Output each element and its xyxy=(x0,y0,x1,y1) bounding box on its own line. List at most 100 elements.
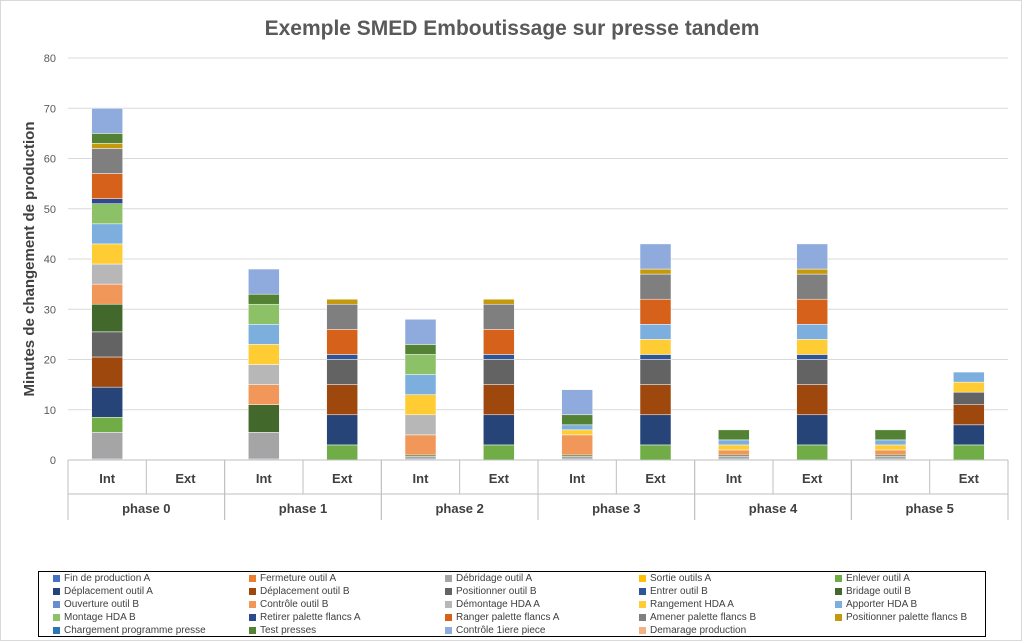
legend-label: Enlever outil A xyxy=(846,572,910,584)
legend-swatch xyxy=(639,613,646,621)
bar-segment xyxy=(404,456,437,460)
bar-segment xyxy=(248,324,280,345)
bar-segment xyxy=(639,384,672,416)
legend-swatch xyxy=(835,587,842,595)
legend-label: Chargement programme presse xyxy=(64,624,206,636)
bar-segment xyxy=(561,424,593,431)
bar-segment xyxy=(326,384,358,416)
bar-segment xyxy=(874,439,907,446)
bar-segment xyxy=(953,404,985,426)
legend-swatch xyxy=(835,574,842,582)
legend-label: Amener palette flancs B xyxy=(650,611,757,623)
bar-segment xyxy=(561,389,593,416)
legend-item: Déplacement outil A xyxy=(53,585,153,597)
bar-segment xyxy=(718,449,750,456)
x-subcategory-label: Int xyxy=(99,471,116,486)
legend-swatch xyxy=(249,600,256,608)
bar-segment xyxy=(91,283,123,305)
chart-title: Exemple SMED Emboutissage sur presse tan… xyxy=(265,17,760,40)
legend-swatch xyxy=(53,587,60,595)
bar-segment xyxy=(796,354,828,360)
x-group-label: phase 3 xyxy=(592,501,640,516)
y-tick-labels: 0 10 20 30 40 50 60 70 80 xyxy=(44,53,56,467)
bar-segment xyxy=(326,414,358,446)
bar-segment xyxy=(248,268,280,295)
x-subcategory-label: Ext xyxy=(959,471,980,486)
legend-label: Sortie outils A xyxy=(650,572,712,584)
bar-segment xyxy=(91,223,123,245)
bar-segment xyxy=(796,384,828,416)
legend-item: Positionner outil B xyxy=(445,585,537,597)
legend-swatch xyxy=(249,626,256,634)
legend-item: Montage HDA B xyxy=(53,611,136,623)
bar-segment xyxy=(91,203,123,225)
legend-item: Fermeture outil A xyxy=(249,572,336,584)
x-subcategory-label: Ext xyxy=(645,471,666,486)
bar-segment xyxy=(91,133,123,144)
bar-segment xyxy=(91,432,123,460)
x-subcategory-label: Int xyxy=(883,471,900,486)
bar-segment xyxy=(874,456,907,460)
legend-label: Test presses xyxy=(260,624,317,636)
bar-segment xyxy=(874,444,907,451)
bar-segment xyxy=(91,148,123,174)
bar-segment xyxy=(796,359,828,385)
bar-segment xyxy=(404,374,437,395)
bars xyxy=(91,108,985,461)
x-group-label: phase 2 xyxy=(435,501,483,516)
bar-segment xyxy=(953,371,985,383)
legend-label: Montage HDA B xyxy=(64,611,136,623)
legend-item: Positionner palette flancs B xyxy=(835,611,967,623)
bar-segment xyxy=(326,329,358,355)
bar-segment xyxy=(404,434,437,456)
legend-item: Ranger palette flancs A xyxy=(445,611,559,623)
x-subcategory-label: Ext xyxy=(489,471,510,486)
bar-segment xyxy=(326,444,358,461)
x-subcategory-label: Int xyxy=(726,471,743,486)
legend-label: Déplacement outil A xyxy=(64,585,153,597)
bar-segment xyxy=(91,143,123,149)
legend-item: Retirer palette flancs A xyxy=(249,611,361,623)
bar-segment xyxy=(639,339,672,355)
bar-segment xyxy=(639,324,672,340)
legend-label: Contrôle outil B xyxy=(260,598,329,610)
legend-item: Démontage HDA A xyxy=(445,598,540,610)
y-tick-label: 50 xyxy=(44,204,56,216)
legend-label: Positionner palette flancs B xyxy=(846,611,968,623)
bar-segment xyxy=(248,364,280,385)
x-group-label: phase 1 xyxy=(279,501,327,516)
x-subcategory-label: Int xyxy=(569,471,586,486)
legend-item: Contrôle 1iere piece xyxy=(445,624,546,636)
bar-segment xyxy=(404,414,437,436)
bar-segment xyxy=(953,381,985,393)
bar-segment xyxy=(483,303,515,330)
legend-item: Entrer outil B xyxy=(639,585,708,597)
bar-segment xyxy=(953,391,985,405)
legend-label: Bridage outil B xyxy=(846,585,912,597)
bar-segment xyxy=(248,384,280,405)
bar-segment xyxy=(91,263,123,285)
legend-item: Bridage outil B xyxy=(835,585,911,597)
bar-segment xyxy=(91,108,123,134)
legend-swatch xyxy=(445,600,452,608)
legend-swatch xyxy=(53,626,60,634)
bar-segment xyxy=(326,303,358,330)
bar-segment xyxy=(639,243,672,270)
bar-segment xyxy=(404,354,437,375)
bar-segment xyxy=(953,424,985,446)
legend-item: Demarage production xyxy=(639,624,746,636)
legend-swatch xyxy=(445,587,452,595)
legend-label: Fin de production A xyxy=(64,572,151,584)
bar-segment xyxy=(561,414,593,426)
bar-segment xyxy=(561,456,593,460)
bar-segment xyxy=(248,432,280,460)
legend-label: Débridage outil A xyxy=(456,572,533,584)
legend-swatch xyxy=(249,613,256,621)
legend-swatch xyxy=(835,600,842,608)
legend-item: Contrôle outil B xyxy=(249,598,328,610)
x-axis: Int Ext phase 0 Int Ext phase 1 Int Ext phase 2 I… xyxy=(67,459,1009,520)
bar-segment xyxy=(91,243,123,265)
legend-swatch xyxy=(445,574,452,582)
